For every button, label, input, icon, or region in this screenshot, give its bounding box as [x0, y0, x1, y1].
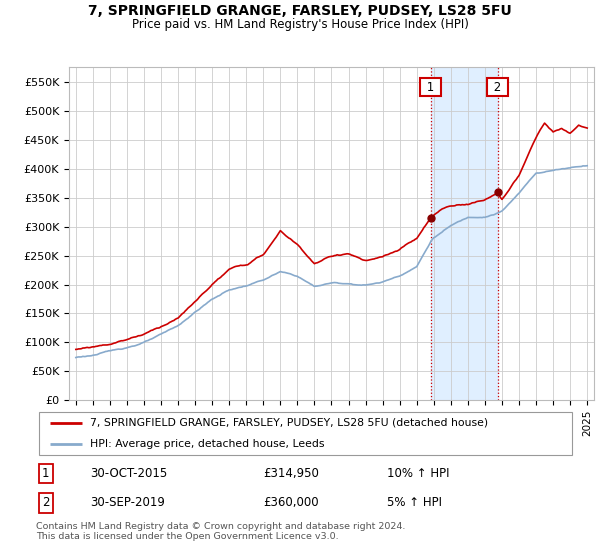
Text: 10% ↑ HPI: 10% ↑ HPI — [387, 467, 449, 480]
Text: £360,000: £360,000 — [263, 496, 319, 509]
Text: 30-OCT-2015: 30-OCT-2015 — [90, 467, 167, 480]
Text: £314,950: £314,950 — [263, 467, 319, 480]
Text: 1: 1 — [424, 81, 439, 94]
Text: HPI: Average price, detached house, Leeds: HPI: Average price, detached house, Leed… — [90, 439, 325, 449]
Text: 2: 2 — [490, 81, 505, 94]
Text: 1: 1 — [42, 467, 49, 480]
FancyBboxPatch shape — [39, 412, 572, 455]
Text: 7, SPRINGFIELD GRANGE, FARSLEY, PUDSEY, LS28 5FU (detached house): 7, SPRINGFIELD GRANGE, FARSLEY, PUDSEY, … — [90, 418, 488, 428]
Text: 7, SPRINGFIELD GRANGE, FARSLEY, PUDSEY, LS28 5FU: 7, SPRINGFIELD GRANGE, FARSLEY, PUDSEY, … — [88, 4, 512, 18]
Text: 30-SEP-2019: 30-SEP-2019 — [90, 496, 165, 509]
Text: Price paid vs. HM Land Registry's House Price Index (HPI): Price paid vs. HM Land Registry's House … — [131, 18, 469, 31]
Text: Contains HM Land Registry data © Crown copyright and database right 2024.
This d: Contains HM Land Registry data © Crown c… — [36, 522, 406, 542]
Text: 5% ↑ HPI: 5% ↑ HPI — [387, 496, 442, 509]
Text: 2: 2 — [42, 496, 49, 509]
